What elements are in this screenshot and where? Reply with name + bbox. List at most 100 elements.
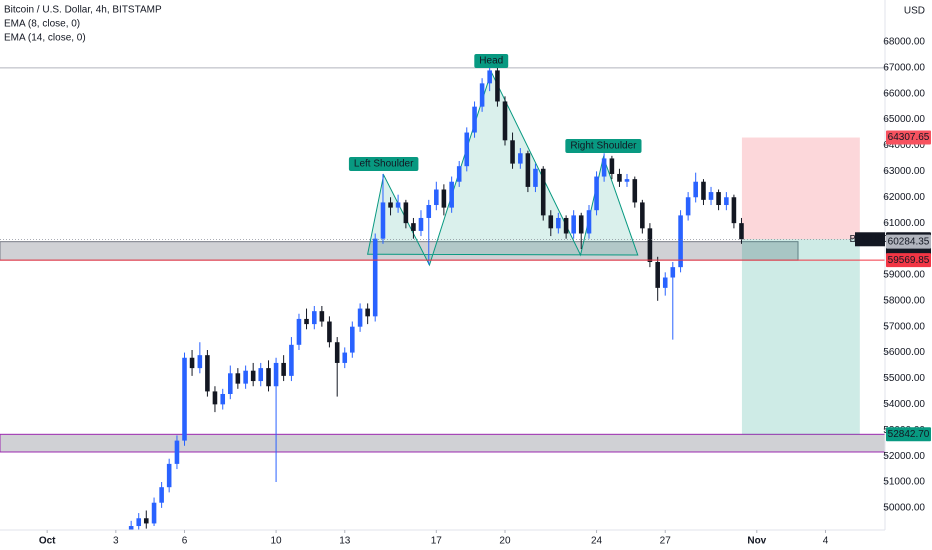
x-tick-label: 17 bbox=[431, 536, 443, 547]
candle-body bbox=[456, 166, 462, 182]
candle-body bbox=[189, 357, 195, 369]
price-marker bbox=[886, 427, 931, 442]
candle-body bbox=[304, 318, 309, 325]
y-tick-label: 64000.00 bbox=[883, 140, 925, 151]
candle-body bbox=[609, 158, 615, 174]
candle-body bbox=[235, 373, 241, 384]
candle-body bbox=[266, 368, 271, 387]
candle-body bbox=[395, 202, 401, 208]
stop-zone bbox=[741, 137, 860, 240]
candle-body bbox=[334, 342, 340, 363]
candle-body bbox=[250, 370, 256, 382]
y-tick-label: 50000.00 bbox=[883, 503, 925, 514]
candle-body bbox=[502, 101, 508, 141]
candle-body bbox=[617, 173, 622, 182]
candle-body bbox=[441, 189, 447, 208]
candle-body bbox=[258, 368, 264, 382]
candle-body bbox=[372, 238, 378, 317]
x-tick-label: 6 bbox=[182, 536, 188, 547]
candle-body bbox=[143, 518, 149, 524]
candle-body bbox=[159, 487, 164, 503]
price-marker-label: 52842.70 bbox=[888, 429, 930, 440]
annotation-label: Left Shoulder bbox=[354, 159, 414, 170]
price-marker-label: 59569.85 bbox=[888, 255, 930, 266]
price-marker bbox=[886, 253, 931, 268]
candle-body bbox=[533, 168, 538, 187]
y-tick-label: 57000.00 bbox=[883, 321, 925, 332]
currency: USD bbox=[904, 6, 925, 17]
candle-body bbox=[632, 179, 638, 203]
candle-body bbox=[647, 228, 653, 262]
candle-body bbox=[556, 217, 561, 229]
price-marker-label: 64307.65 bbox=[888, 132, 930, 143]
candle-body bbox=[151, 502, 157, 524]
candle-body bbox=[434, 189, 439, 206]
annotation-box bbox=[565, 139, 642, 154]
candle-body bbox=[724, 197, 729, 206]
candle-body bbox=[449, 181, 454, 208]
candle-body bbox=[197, 355, 203, 369]
price-marker bbox=[886, 130, 931, 145]
y-tick-label: 62000.00 bbox=[883, 192, 925, 203]
candle-body bbox=[487, 70, 492, 84]
price-marker bbox=[886, 234, 931, 249]
y-tick-label: 66000.00 bbox=[883, 88, 925, 99]
candle-body bbox=[693, 181, 698, 198]
price-marker-label: 60284.35 bbox=[888, 236, 930, 247]
symbol-box bbox=[855, 232, 885, 247]
zone bbox=[0, 433, 885, 453]
x-tick-label: 4 bbox=[823, 536, 829, 547]
y-tick-label: 58000.00 bbox=[883, 295, 925, 306]
candle-body bbox=[472, 106, 477, 133]
candle-body bbox=[243, 370, 248, 384]
candle-body bbox=[205, 355, 210, 392]
candle-body bbox=[464, 132, 470, 167]
candle-body bbox=[548, 215, 554, 229]
pattern bbox=[367, 70, 639, 267]
annotation-box bbox=[474, 53, 509, 68]
annotation-label: Head bbox=[479, 56, 503, 67]
candle-body bbox=[563, 217, 569, 234]
indicator-legend: EMA (8, close, 0) bbox=[4, 19, 80, 30]
candle-body bbox=[281, 362, 286, 376]
x-tick-label: Nov bbox=[747, 536, 766, 547]
candle-body bbox=[220, 393, 226, 405]
candle-body bbox=[716, 192, 721, 206]
y-tick-label: 56000.00 bbox=[883, 347, 925, 358]
candle-body bbox=[578, 215, 584, 234]
candle-body bbox=[685, 197, 691, 216]
plot-area bbox=[0, 62, 885, 530]
x-tick-label: 24 bbox=[591, 536, 603, 547]
candle-body bbox=[739, 223, 744, 240]
y-tick-label: 67000.00 bbox=[883, 62, 925, 73]
candle-body bbox=[601, 158, 607, 177]
candle-body bbox=[708, 192, 714, 200]
indicator-legend: EMA (14, close, 0) bbox=[4, 33, 86, 44]
x-tick-label: 27 bbox=[660, 536, 672, 547]
candle-body bbox=[518, 153, 523, 164]
candle-body bbox=[350, 326, 355, 353]
y-tick-label: 52000.00 bbox=[883, 451, 925, 462]
annotation-box bbox=[348, 156, 419, 171]
candle-body bbox=[701, 181, 706, 200]
annotation-label: Right Shoulder bbox=[570, 141, 637, 152]
candle-body bbox=[731, 197, 737, 224]
x-tick-label: 10 bbox=[271, 536, 283, 547]
candle-body bbox=[624, 179, 630, 182]
candle-body bbox=[418, 217, 424, 231]
y-tick-label: 59000.00 bbox=[883, 270, 925, 281]
candle-body bbox=[174, 440, 180, 464]
candle-body bbox=[182, 357, 187, 441]
candle-body bbox=[136, 518, 142, 527]
candle-body bbox=[289, 344, 294, 376]
y-tick-label: 55000.00 bbox=[883, 373, 925, 384]
candle-body bbox=[670, 267, 676, 278]
candle-body bbox=[510, 140, 515, 164]
countdown-label: 01:07:17 bbox=[889, 247, 928, 258]
candle-body bbox=[655, 261, 660, 288]
candle-body bbox=[128, 526, 134, 530]
symbol-label: BTCUSD bbox=[849, 234, 890, 245]
candle-body bbox=[594, 176, 599, 211]
y-tick-label: 61000.00 bbox=[883, 218, 925, 229]
